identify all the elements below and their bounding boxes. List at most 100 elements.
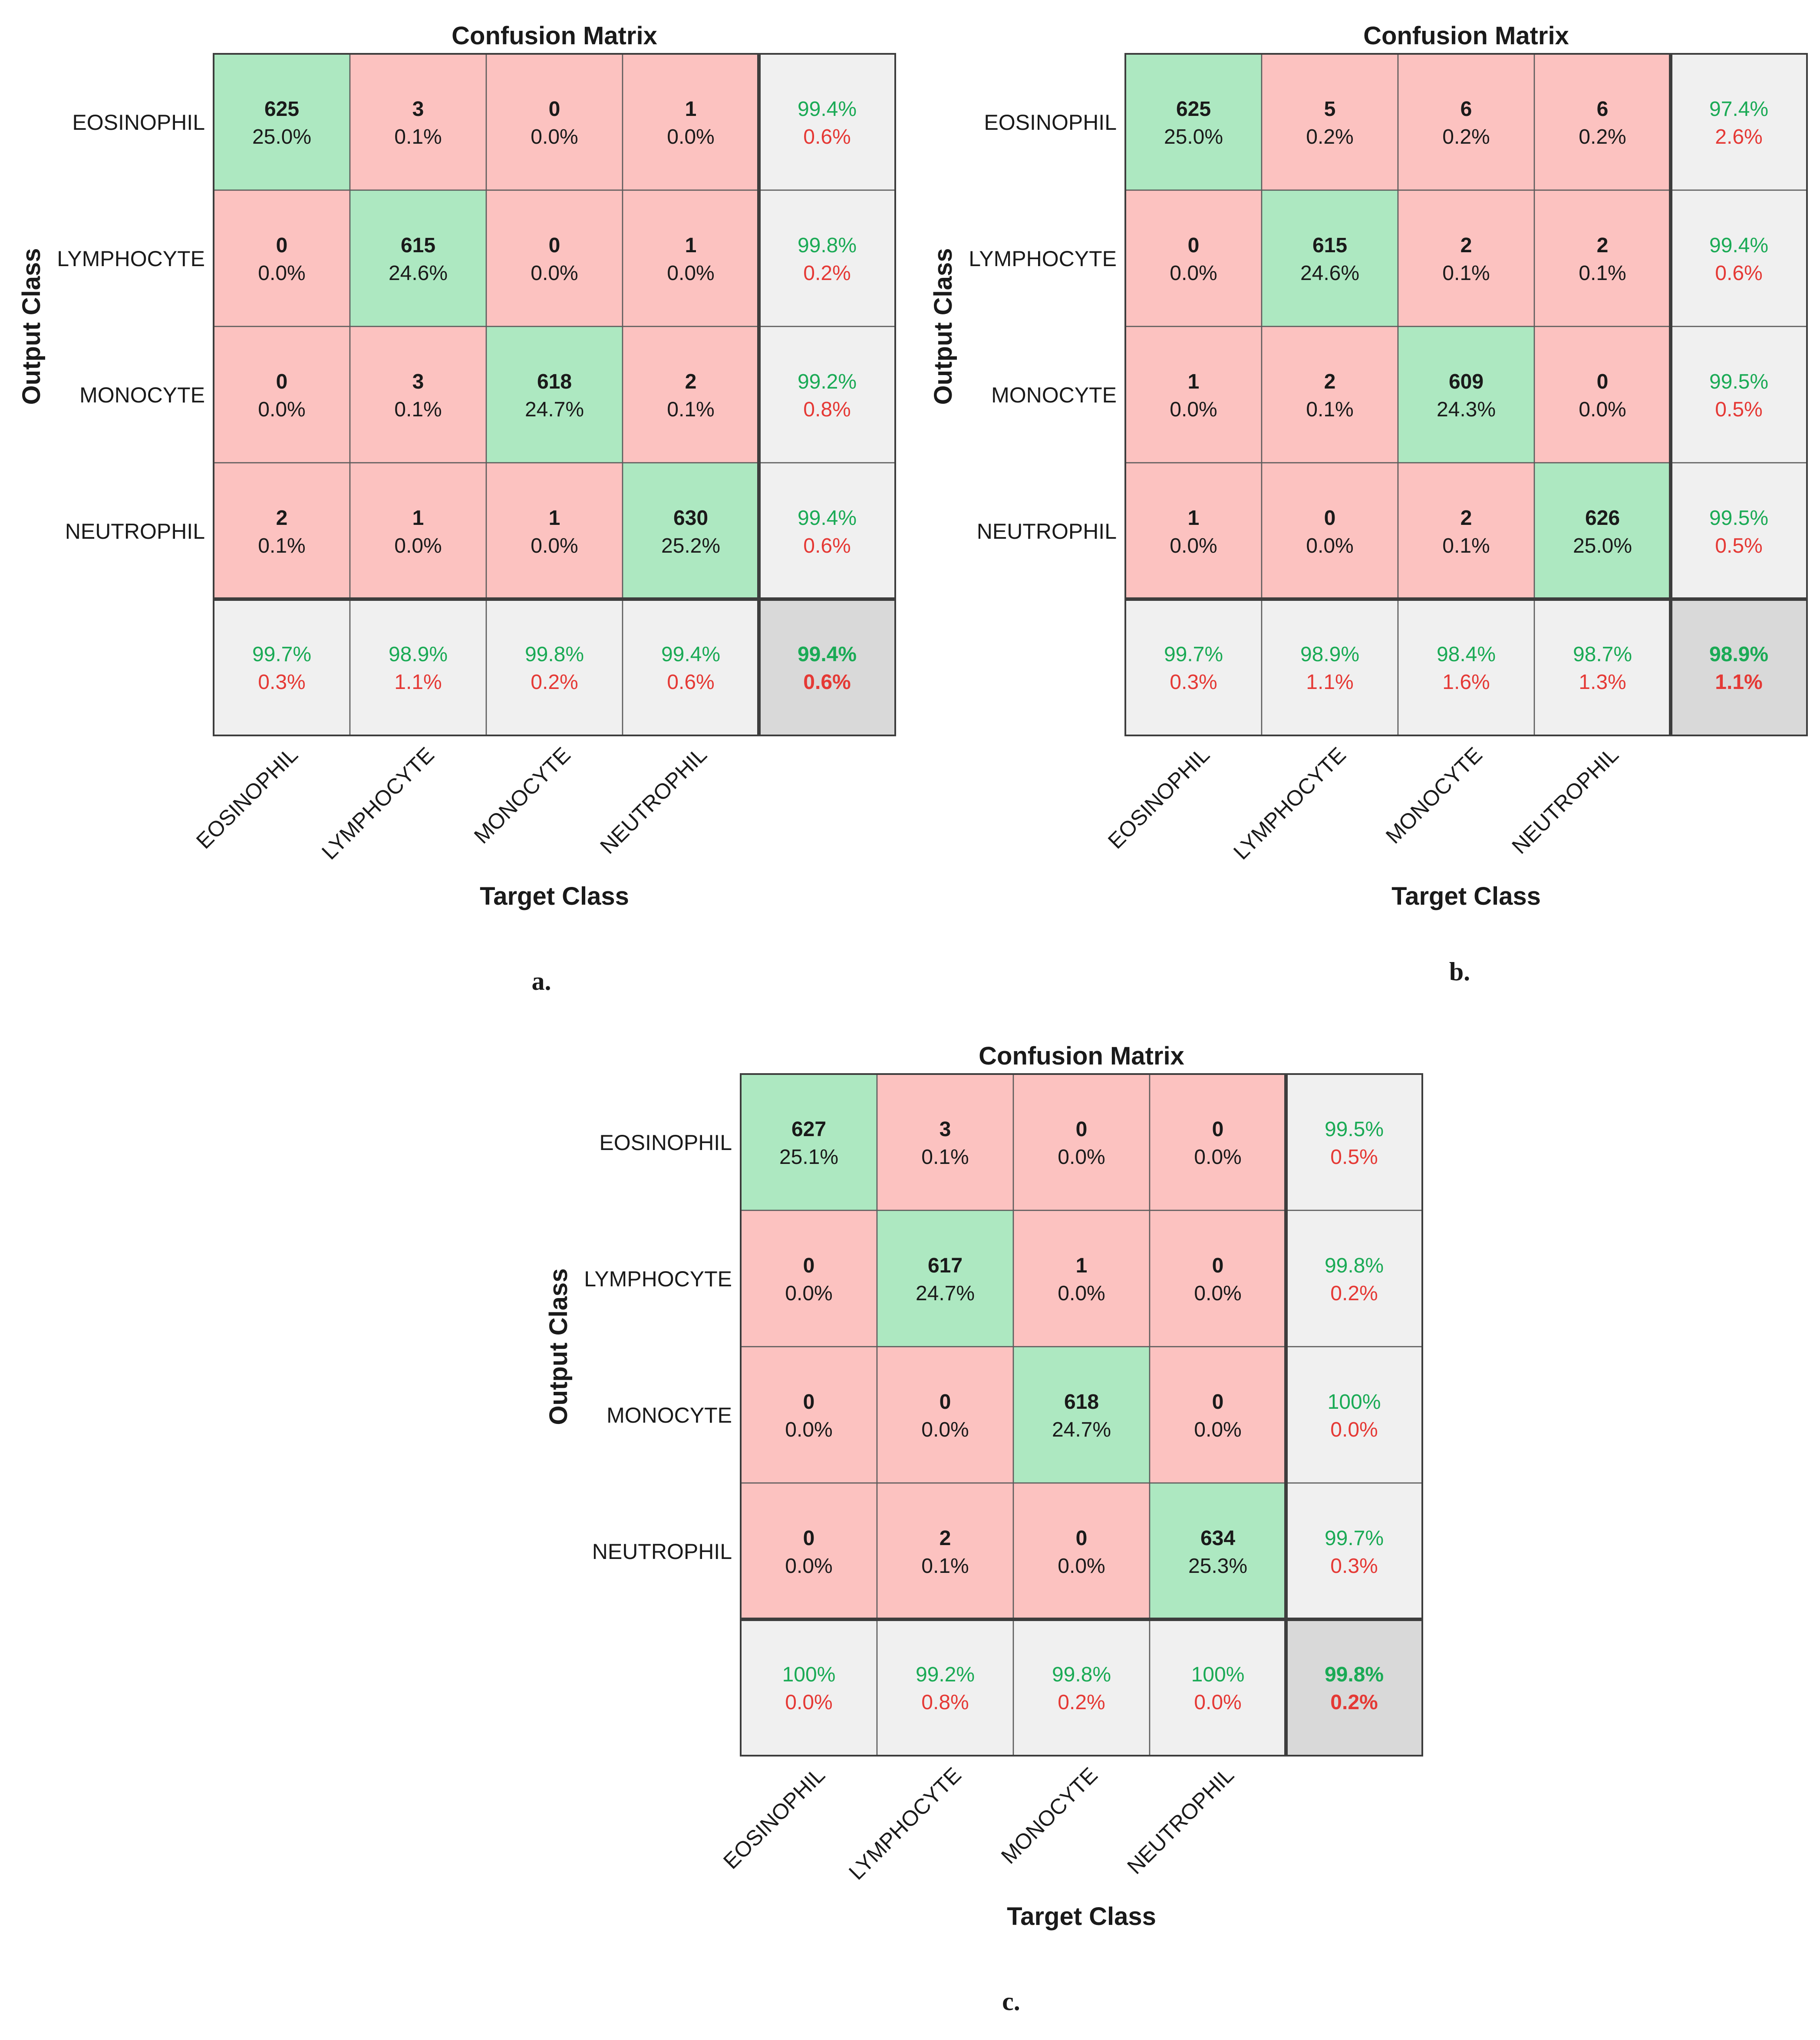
matrix-cell-bg <box>213 189 351 327</box>
cell-count: 2 <box>276 507 288 530</box>
matrix-cell-bg <box>1397 326 1535 464</box>
summary-correct: 99.8% <box>798 234 857 257</box>
cell-count: 3 <box>412 98 424 121</box>
cell-count: 0 <box>276 370 288 393</box>
summary-correct: 99.4% <box>798 507 857 530</box>
matrix-cell-bg <box>485 326 623 464</box>
chart-title: Confusion Matrix <box>452 22 657 50</box>
summary-correct: 99.4% <box>661 643 720 666</box>
cell-count: 2 <box>1597 234 1609 257</box>
summary-error: 0.2% <box>1330 1282 1378 1305</box>
cell-count: 630 <box>673 507 708 530</box>
cell-percent: 25.0% <box>252 125 311 148</box>
x-tick-label: EOSINOPHIL <box>719 1763 830 1874</box>
cell-count: 0 <box>803 1254 815 1277</box>
summary-correct: 98.4% <box>1437 643 1496 666</box>
matrix-cell-bg <box>740 1073 878 1211</box>
summary-correct: 98.9% <box>389 643 448 666</box>
x-tick-label: LYMPHOCYTE <box>1229 742 1351 864</box>
summary-error: 0.5% <box>1715 398 1762 421</box>
summary-error: 0.6% <box>803 125 851 148</box>
cell-count: 0 <box>1076 1118 1088 1141</box>
summary-error: 0.0% <box>1194 1691 1241 1714</box>
matrix-cell-bg <box>213 53 351 191</box>
cell-percent: 0.0% <box>531 125 578 148</box>
summary-cell-bg <box>1261 598 1399 736</box>
panel-label: a. <box>532 967 551 995</box>
x-tick-label: LYMPHOCYTE <box>317 742 439 864</box>
cell-count: 5 <box>1324 98 1336 121</box>
summary-correct: 99.5% <box>1709 507 1768 530</box>
matrix-cell-bg <box>622 189 760 327</box>
summary-cell-bg <box>758 53 896 191</box>
cell-percent: 0.0% <box>394 534 442 557</box>
summary-cell-bg <box>876 1618 1014 1757</box>
cell-count: 3 <box>940 1118 951 1141</box>
summary-error: 1.6% <box>1442 671 1490 694</box>
cell-percent: 0.0% <box>921 1418 969 1441</box>
summary-cell-bg <box>1670 326 1808 464</box>
cell-count: 6 <box>1461 98 1472 121</box>
summary-error: 1.1% <box>394 671 442 694</box>
matrix-cell-bg <box>1012 1346 1151 1484</box>
summary-error: 0.6% <box>667 671 714 694</box>
cell-count: 0 <box>1076 1527 1088 1550</box>
summary-cell-bg <box>1285 1209 1423 1348</box>
overall-accuracy-cell-bg <box>758 598 896 736</box>
matrix-cell-bg <box>1533 53 1672 191</box>
y-tick-label: EOSINOPHIL <box>599 1130 732 1155</box>
cell-percent: 0.0% <box>785 1282 832 1305</box>
summary-cell-bg <box>485 598 623 736</box>
overall-accuracy: 98.9% <box>1709 643 1768 666</box>
cell-percent: 0.0% <box>258 398 305 421</box>
summary-error: 0.8% <box>803 398 851 421</box>
cell-percent: 0.0% <box>1058 1555 1105 1578</box>
summary-correct: 99.2% <box>916 1663 975 1686</box>
chart-title: Confusion Matrix <box>979 1042 1184 1070</box>
matrix-cell-bg <box>349 53 487 191</box>
cell-count: 618 <box>537 370 572 393</box>
summary-cell-bg <box>1285 1346 1423 1484</box>
cell-count: 0 <box>1212 1118 1224 1141</box>
summary-cell-bg <box>1670 462 1808 600</box>
cell-percent: 0.0% <box>1058 1282 1105 1305</box>
cell-count: 2 <box>1461 234 1472 257</box>
x-tick-label: LYMPHOCYTE <box>844 1763 966 1885</box>
cell-percent: 24.6% <box>1300 262 1359 285</box>
cell-percent: 0.1% <box>1442 262 1490 285</box>
matrix-cell-bg <box>1533 326 1672 464</box>
cell-count: 626 <box>1585 507 1620 530</box>
matrix-cell-bg <box>1012 1209 1151 1348</box>
summary-correct: 100% <box>1191 1663 1245 1686</box>
cell-count: 2 <box>685 370 697 393</box>
x-tick-label: NEUTROPHIL <box>1122 1763 1238 1879</box>
cell-count: 1 <box>549 507 561 530</box>
summary-correct: 99.8% <box>1052 1663 1111 1686</box>
overall-accuracy-cell-bg <box>1285 1618 1423 1757</box>
matrix-cell-bg <box>485 53 623 191</box>
cell-count: 625 <box>1176 98 1211 121</box>
summary-error: 0.2% <box>1058 1691 1105 1714</box>
matrix-frame <box>213 53 896 736</box>
summary-correct: 99.7% <box>252 643 311 666</box>
matrix-cell-bg <box>622 326 760 464</box>
cell-percent: 0.1% <box>1306 398 1353 421</box>
cell-percent: 0.1% <box>1442 534 1490 557</box>
confusion-matrix-panel-c: Confusion Matrix 627 25.1% 3 0.1% 0 0.0% 0 0.0% 9… <box>544 1042 1423 2016</box>
cell-percent: 0.1% <box>667 398 714 421</box>
summary-correct: 99.5% <box>1709 370 1768 393</box>
cell-count: 1 <box>685 98 697 121</box>
cell-count: 617 <box>928 1254 963 1277</box>
summary-correct: 99.7% <box>1164 643 1223 666</box>
x-tick-label: MONOCYTE <box>469 742 575 848</box>
summary-correct: 99.8% <box>1325 1254 1384 1277</box>
cell-count: 0 <box>276 234 288 257</box>
cell-count: 0 <box>940 1391 951 1414</box>
matrix-cell-bg <box>1149 1209 1287 1348</box>
cell-count: 634 <box>1200 1527 1235 1550</box>
cell-percent: 24.7% <box>916 1282 975 1305</box>
matrix-frame <box>1124 53 1808 736</box>
cell-percent: 0.0% <box>785 1555 832 1578</box>
matrix-cell-bg <box>1397 462 1535 600</box>
